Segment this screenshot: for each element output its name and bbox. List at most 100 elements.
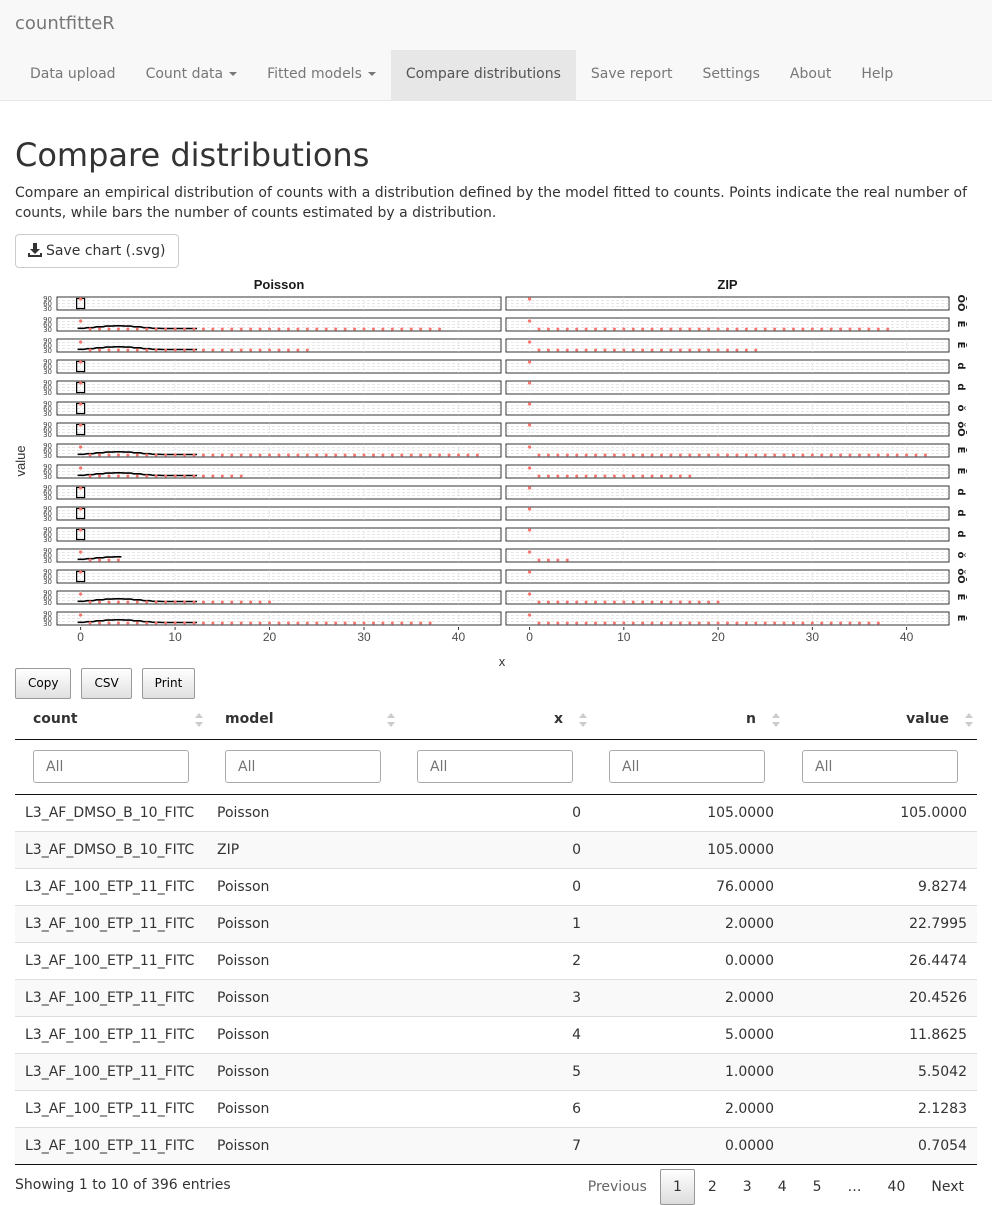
cell-model: Poisson bbox=[207, 904, 399, 942]
page-button-40[interactable]: 40 bbox=[887, 1179, 906, 1195]
observed-point bbox=[79, 381, 83, 385]
estimate-bars bbox=[77, 346, 197, 351]
nav-tab-settings[interactable]: Settings bbox=[688, 50, 775, 100]
observed-point bbox=[716, 327, 720, 331]
nav-tab-help[interactable]: Help bbox=[846, 50, 908, 100]
table-row[interactable]: L3_AF_100_ETP_11_FITC Poisson 6 2.0000 2.128… bbox=[15, 1089, 977, 1127]
observed-point bbox=[631, 474, 635, 478]
table-row[interactable]: L3_AF_100_ETP_11_FITC Poisson 5 1.0000 5.504… bbox=[15, 1052, 977, 1090]
facet-strip-label: Ē bbox=[955, 468, 968, 475]
facet-strip-label: ŌŌ bbox=[955, 294, 968, 311]
observed-point bbox=[565, 558, 569, 562]
nav-tab-about[interactable]: About bbox=[775, 50, 846, 100]
observed-point bbox=[98, 348, 102, 352]
cell-n: 2.0000 bbox=[591, 904, 784, 942]
observed-point bbox=[192, 453, 196, 457]
observed-point bbox=[409, 327, 413, 331]
observed-point bbox=[381, 621, 385, 625]
observed-point bbox=[810, 621, 814, 625]
observed-point bbox=[726, 453, 729, 457]
observed-point bbox=[220, 453, 224, 457]
observed-point bbox=[556, 327, 560, 331]
nav-tab-fitted-models[interactable]: Fitted models bbox=[252, 50, 391, 100]
y-tick-label: 30 bbox=[43, 368, 52, 376]
page-button-1[interactable]: 1 bbox=[659, 1169, 695, 1205]
column-header-x[interactable]: x bbox=[399, 700, 591, 739]
next-page-button[interactable]: Next bbox=[931, 1179, 964, 1195]
x-tick-label: 10 bbox=[168, 630, 182, 644]
observed-point bbox=[527, 570, 532, 574]
observed-point bbox=[688, 453, 692, 457]
previous-page-button[interactable]: Previous bbox=[587, 1179, 647, 1195]
observed-point bbox=[697, 453, 701, 457]
observed-point bbox=[249, 621, 253, 625]
filter-input-n[interactable] bbox=[609, 750, 765, 783]
observed-point bbox=[286, 348, 290, 352]
page-button-5[interactable]: 5 bbox=[812, 1179, 822, 1195]
panel-title-poisson: Poisson bbox=[254, 277, 305, 292]
observed-point bbox=[419, 453, 423, 457]
observed-point bbox=[98, 621, 102, 625]
print-button[interactable]: Print bbox=[141, 668, 196, 699]
nav-tab-compare-distributions[interactable]: Compare distributions bbox=[390, 50, 576, 100]
filter-input-model[interactable] bbox=[225, 750, 381, 783]
observed-point bbox=[154, 453, 158, 457]
column-header-n[interactable]: n bbox=[591, 700, 784, 739]
observed-point bbox=[527, 297, 532, 301]
caret-down-icon bbox=[367, 72, 376, 76]
observed-point bbox=[820, 453, 824, 457]
app-brand[interactable]: countfitteR bbox=[15, 13, 115, 34]
observed-point bbox=[707, 348, 711, 352]
filter-input-count[interactable] bbox=[33, 750, 189, 783]
table-row[interactable]: L3_AF_100_ETP_11_FITC Poisson 4 5.0000 11.86… bbox=[15, 1015, 977, 1053]
observed-point bbox=[575, 453, 579, 457]
y-tick-label: 90 bbox=[43, 610, 52, 618]
table-row[interactable]: L3_AF_100_ETP_11_FITC Poisson 2 0.0000 26.44… bbox=[15, 941, 977, 979]
observed-point bbox=[688, 621, 692, 625]
filter-input-x[interactable] bbox=[417, 750, 573, 783]
observed-point bbox=[527, 381, 532, 385]
table-row[interactable]: L3_AF_100_ETP_11_FITC Poisson 3 2.0000 20.45… bbox=[15, 978, 977, 1016]
observed-point bbox=[829, 621, 833, 625]
nav-tab-count-data[interactable]: Count data bbox=[131, 50, 253, 100]
cell-value: 11.8625 bbox=[784, 1015, 977, 1053]
observed-point bbox=[173, 453, 177, 457]
table-row[interactable]: L3_AF_100_ETP_11_FITC Poisson 0 76.0000 9.82… bbox=[15, 867, 977, 905]
copy-button[interactable]: Copy bbox=[15, 668, 72, 699]
column-header-count[interactable]: count bbox=[15, 700, 207, 739]
y-tick-label: 60 bbox=[43, 510, 52, 518]
nav-tab-save-report[interactable]: Save report bbox=[576, 50, 688, 100]
observed-point bbox=[641, 621, 645, 625]
page-button-4[interactable]: 4 bbox=[777, 1179, 787, 1195]
observed-point bbox=[183, 621, 187, 625]
pagination-ellipsis: … bbox=[847, 1179, 862, 1195]
observed-point bbox=[211, 348, 215, 352]
observed-point bbox=[584, 348, 588, 352]
csv-button[interactable]: CSV bbox=[81, 668, 132, 699]
observed-point bbox=[546, 600, 550, 604]
table-row[interactable]: L3_AF_DMSO_B_10_FITC Poisson 0 105.0000 105.… bbox=[15, 793, 977, 831]
observed-point bbox=[126, 348, 130, 352]
save-chart-button[interactable]: Save chart (.svg) bbox=[15, 234, 179, 268]
observed-point bbox=[107, 474, 111, 478]
nav-tab-data-upload[interactable]: Data upload bbox=[15, 50, 131, 100]
observed-point bbox=[697, 348, 701, 352]
observed-point bbox=[810, 453, 814, 457]
page-button-3[interactable]: 3 bbox=[742, 1179, 752, 1195]
filter-input-value[interactable] bbox=[802, 750, 958, 783]
page-button-2[interactable]: 2 bbox=[707, 1179, 717, 1195]
observed-point bbox=[305, 621, 309, 625]
observed-point bbox=[660, 327, 664, 331]
observed-point bbox=[456, 453, 460, 457]
column-header-model[interactable]: model bbox=[207, 700, 399, 739]
y-tick-label: 60 bbox=[43, 300, 52, 308]
table-row[interactable]: L3_AF_100_ETP_11_FITC Poisson 1 2.0000 22.79… bbox=[15, 904, 977, 942]
observed-point bbox=[173, 327, 177, 331]
cell-count: L3_AF_100_ETP_11_FITC bbox=[15, 904, 207, 942]
observed-point bbox=[419, 327, 423, 331]
table-row[interactable]: L3_AF_DMSO_B_10_FITC ZIP 0 105.0000 bbox=[15, 830, 977, 868]
x-tick-label: 20 bbox=[263, 630, 277, 644]
table-row[interactable]: L3_AF_100_ETP_11_FITC Poisson 7 0.0000 0.705… bbox=[15, 1126, 977, 1165]
column-header-value[interactable]: value bbox=[784, 700, 977, 739]
